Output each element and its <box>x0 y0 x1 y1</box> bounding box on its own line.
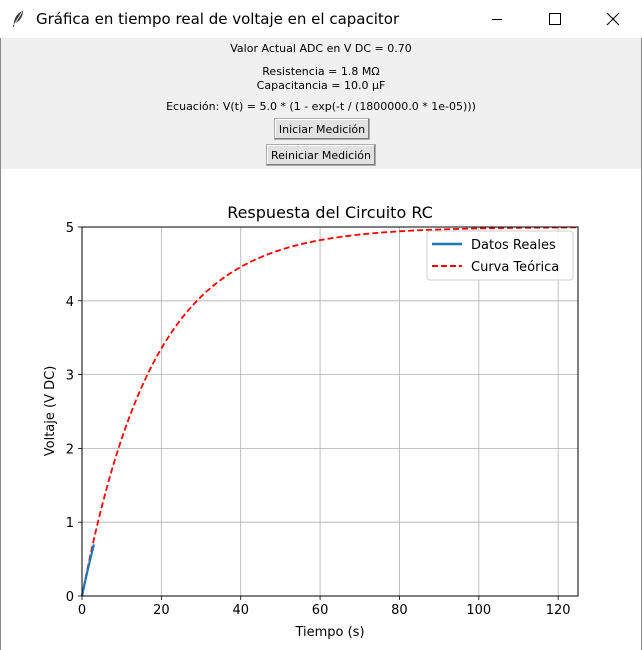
y-tick-label: 4 <box>66 295 74 310</box>
x-tick-label: 0 <box>78 603 86 618</box>
series-curva-teorica <box>81 226 579 597</box>
y-tick-label: 1 <box>66 516 74 531</box>
grid <box>81 226 578 597</box>
series-datos-reales <box>80 544 95 597</box>
adc-value-label: Valor Actual ADC en V DC = 0.70 <box>230 42 412 55</box>
legend-label-theoretical: Curva Teórica <box>471 260 559 275</box>
axis-ticks: 0 20 40 60 80 100 120 0 1 2 3 4 5 <box>66 221 571 618</box>
close-button[interactable] <box>584 0 642 38</box>
maximize-icon <box>549 13 561 25</box>
start-measurement-button[interactable]: Iniciar Medición <box>274 118 370 140</box>
chart-title: Respuesta del Circuito RC <box>227 203 433 222</box>
capacitance-label: Capacitancia = 10.0 µF <box>256 79 386 92</box>
equation-label: Ecuación: V(t) = 5.0 * (1 - exp(-t / (18… <box>166 100 476 113</box>
title-bar: Gráfica en tiempo real de voltaje en el … <box>0 0 642 38</box>
maximize-button[interactable] <box>526 0 584 38</box>
legend-label-real: Datos Reales <box>471 238 556 253</box>
legend-box <box>426 230 574 281</box>
y-tick-label: 5 <box>66 221 74 236</box>
x-tick-label: 60 <box>312 603 329 618</box>
x-tick-label: 120 <box>546 603 571 618</box>
feather-icon <box>13 11 23 27</box>
x-tick-label: 80 <box>391 603 408 618</box>
x-tick-label: 20 <box>153 603 170 618</box>
x-tick-label: 100 <box>466 603 491 618</box>
minimize-icon <box>492 19 502 20</box>
plot-area: 0 20 40 60 80 100 120 0 1 2 3 4 5 Respuesta del Circ… <box>0 169 642 650</box>
close-icon <box>606 12 620 26</box>
reset-measurement-button[interactable]: Reiniciar Medición <box>266 144 376 166</box>
minimize-button[interactable] <box>468 0 526 38</box>
y-axis-label: Voltaje (V DC) <box>43 366 58 457</box>
x-axis-label: Tiempo (s) <box>294 625 364 640</box>
legend: Datos Reales Curva Teórica <box>426 230 574 281</box>
series <box>80 226 579 597</box>
window-border-left <box>0 38 1 650</box>
y-tick-label: 2 <box>66 442 74 457</box>
y-tick-label: 3 <box>66 369 74 384</box>
x-tick-label: 40 <box>232 603 249 618</box>
window-title: Gráfica en tiempo real de voltaje en el … <box>36 10 400 28</box>
resistance-label: Resistencia = 1.8 MΩ <box>262 65 380 78</box>
plot-frame <box>81 226 579 597</box>
control-panel: Valor Actual ADC en V DC = 0.70 Resisten… <box>0 38 642 169</box>
y-tick-label: 0 <box>66 590 74 605</box>
rc-response-chart: 0 20 40 60 80 100 120 0 1 2 3 4 5 Respuesta del Circ… <box>43 203 579 640</box>
